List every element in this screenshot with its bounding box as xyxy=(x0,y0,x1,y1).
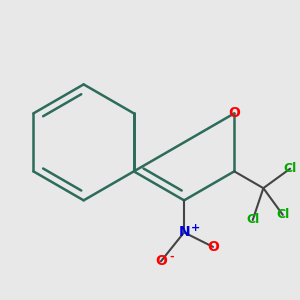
Text: Cl: Cl xyxy=(246,214,259,226)
Text: -: - xyxy=(169,252,174,262)
Text: N: N xyxy=(178,225,190,239)
Text: O: O xyxy=(207,240,219,254)
Text: O: O xyxy=(228,106,240,120)
Text: O: O xyxy=(155,254,167,268)
Text: Cl: Cl xyxy=(276,208,290,221)
Text: +: + xyxy=(191,223,200,233)
Text: Cl: Cl xyxy=(284,162,297,175)
